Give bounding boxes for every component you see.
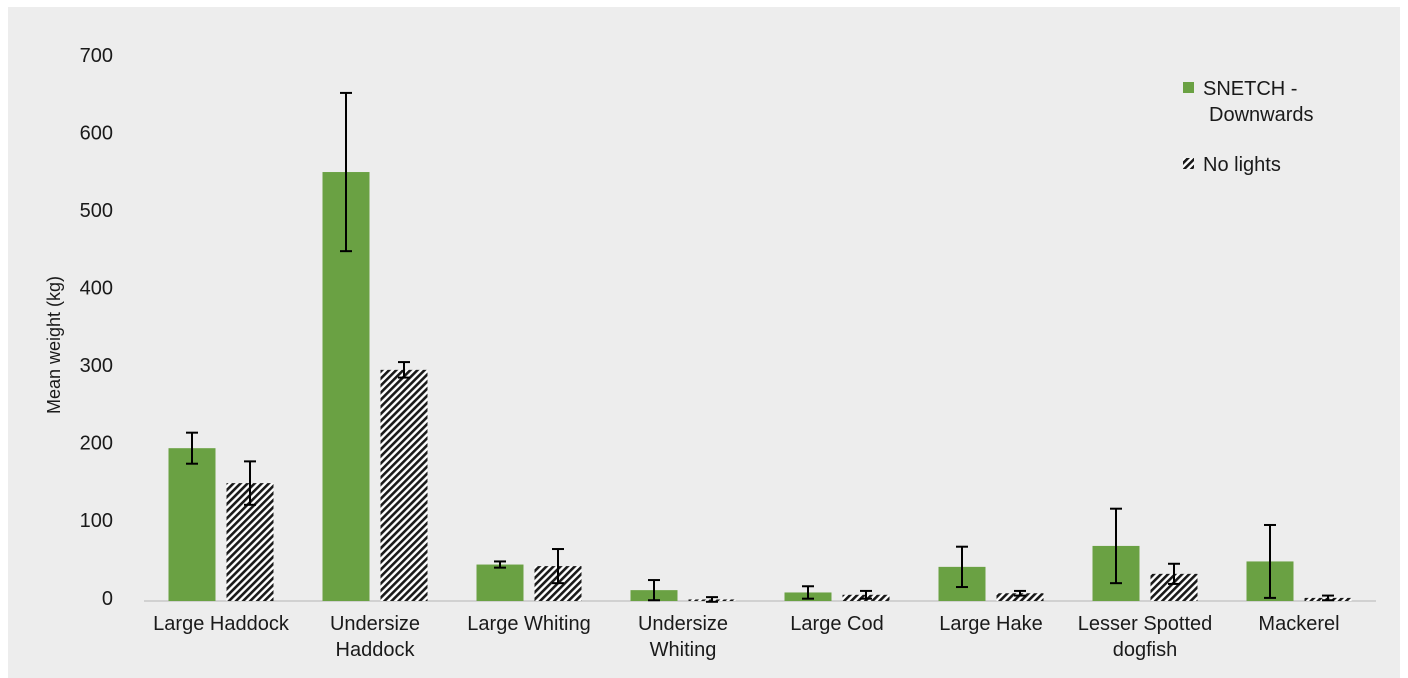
y-tick-label: 200 [80,433,113,455]
bar-no-lights [996,593,1044,601]
y-tick-label: 300 [80,355,113,377]
legend-label-line: No lights [1203,154,1281,176]
y-axis-title: Mean weight (kg) [44,276,64,414]
error-bar-snetch-downwards [340,91,352,253]
x-tick-label: Large Haddock [153,613,290,635]
x-tick-label: Large Whiting [467,613,590,635]
x-tick-label-line: Lesser Spotted [1078,613,1213,635]
y-tick-label: 100 [80,510,113,532]
error-bar-snetch-downwards [1110,507,1122,585]
y-tick-label: 0 [102,588,113,610]
legend: SNETCH - Downwards No lights [1183,78,1313,176]
error-bar-snetch-downwards [494,560,506,569]
error-bar-no-lights [1014,589,1026,597]
legend-label-line: Downwards [1209,104,1313,126]
bar-chart: Mean weight (kg) 0100200300400500600700 … [44,45,1376,661]
x-tick-label: Undersize Whiting [638,613,728,661]
error-bar-snetch-downwards [802,585,814,600]
error-bar-no-lights [244,460,256,506]
error-bar-no-lights [706,596,718,603]
x-tick-label-line: Large Cod [790,613,883,635]
error-bars [186,91,1334,603]
error-bar-no-lights [398,361,410,379]
x-tick-label: Large Cod [790,613,883,635]
y-tick-label: 500 [80,200,113,222]
x-tick-label-line: Haddock [336,639,416,661]
error-bar-snetch-downwards [1264,523,1276,599]
x-tick-label-line: dogfish [1113,639,1178,661]
x-tick-label-line: Large Whiting [467,613,590,635]
error-bar-no-lights [1322,594,1334,602]
error-bar-no-lights [860,589,872,600]
x-tick-label: Lesser Spotted dogfish [1078,613,1213,661]
legend-label-no-lights: No lights [1203,154,1281,176]
legend-swatch-no-lights [1183,158,1194,169]
bar-no-lights [380,369,428,601]
x-tick-label-line: Undersize [330,613,420,635]
error-bar-snetch-downwards [956,545,968,589]
bar-snetch-downwards [168,448,216,601]
legend-swatch-snetch [1183,82,1194,93]
y-tick-label: 600 [80,122,113,144]
x-tick-label-line: Large Haddock [153,613,290,635]
legend-label-snetch: SNETCH - Downwards [1203,78,1313,126]
x-tick-label-line: Whiting [650,639,717,661]
error-bar-snetch-downwards [186,431,198,465]
bar-snetch-downwards [476,564,524,601]
x-tick-label: Mackerel [1258,613,1339,635]
x-tick-label-line: Large Hake [939,613,1042,635]
error-bar-no-lights [1168,562,1180,585]
x-tick-label: Large Hake [939,613,1042,635]
y-tick-label: 700 [80,45,113,67]
legend-label-line: SNETCH - [1203,78,1297,100]
y-tick-label: 400 [80,278,113,300]
error-bar-no-lights [552,548,564,585]
x-tick-label-line: Undersize [638,613,728,635]
y-axis-ticks: 0 100 200 300 400 500 600 700 [80,45,113,610]
chart-frame: Mean weight (kg) 0 100 200 300 400 500 600 700 … [8,7,1400,678]
x-tick-label-line: Mackerel [1258,613,1339,635]
error-bar-snetch-downwards [648,579,660,602]
x-axis-ticks: Large Haddock Undersize Haddock Large Whiti… [153,613,1339,661]
x-tick-label: Undersize Haddock [330,613,420,661]
y-axis-title-group: Mean weight (kg) [44,276,64,414]
